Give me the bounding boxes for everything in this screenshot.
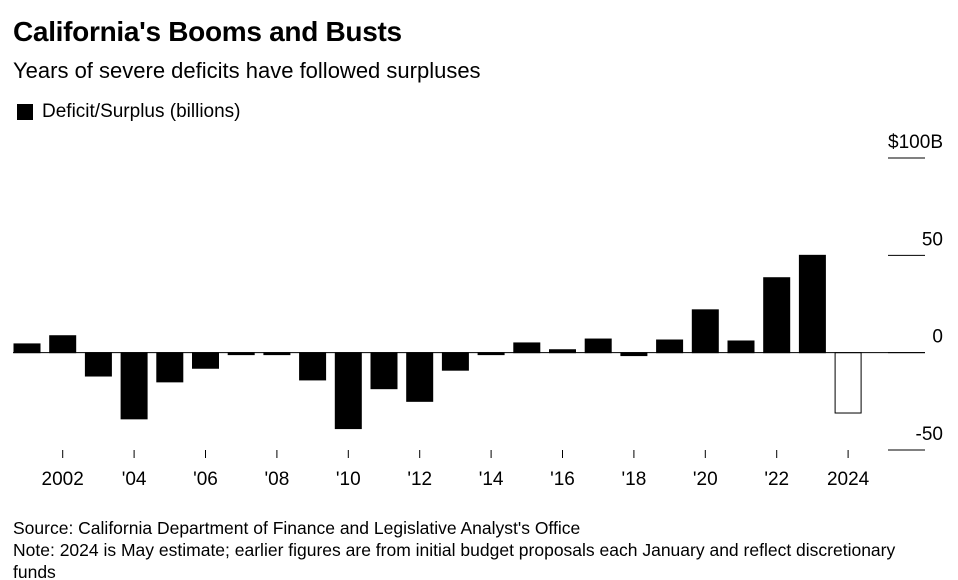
x-tick-label: 2002 bbox=[42, 469, 84, 490]
legend-label: Deficit/Surplus (billions) bbox=[42, 101, 241, 122]
x-tick-label: '10 bbox=[336, 469, 361, 490]
bar bbox=[691, 309, 719, 354]
note: Note: 2024 is May estimate; earlier figu… bbox=[13, 540, 896, 580]
x-tick-label: '20 bbox=[693, 469, 718, 490]
x-tick-label: '22 bbox=[764, 469, 789, 490]
y-tick-label: 0 bbox=[932, 327, 943, 348]
chart-title: California's Booms and Busts bbox=[13, 16, 402, 47]
x-tick-label: '14 bbox=[479, 469, 504, 490]
bar bbox=[834, 352, 862, 414]
y-tick-label: -50 bbox=[916, 424, 943, 445]
bar bbox=[370, 352, 398, 390]
x-tick-label: '16 bbox=[550, 469, 575, 490]
x-tick-label: '18 bbox=[622, 469, 647, 490]
bar bbox=[49, 335, 77, 354]
bar bbox=[84, 352, 112, 377]
bar bbox=[13, 343, 41, 354]
bar bbox=[120, 352, 148, 420]
x-tick-label: '12 bbox=[407, 469, 432, 490]
y-tick-label: $100B bbox=[888, 132, 943, 153]
bar bbox=[441, 352, 469, 371]
bar bbox=[763, 277, 791, 354]
bar bbox=[584, 338, 612, 354]
bar bbox=[798, 254, 826, 354]
legend-swatch bbox=[17, 104, 33, 120]
bar bbox=[513, 342, 541, 354]
bar bbox=[727, 340, 755, 354]
bar bbox=[406, 352, 434, 402]
x-tick-label: '08 bbox=[265, 469, 290, 490]
chart-subtitle: Years of severe deficits have followed s… bbox=[13, 58, 481, 83]
y-tick-label: 50 bbox=[922, 229, 943, 250]
bar bbox=[156, 352, 184, 383]
x-tick-label: '06 bbox=[193, 469, 218, 490]
bar bbox=[656, 339, 684, 354]
bar bbox=[299, 352, 327, 381]
bar bbox=[192, 352, 219, 369]
x-tick-label: '04 bbox=[122, 469, 147, 490]
bar bbox=[334, 352, 362, 430]
x-tick-label: 2024 bbox=[827, 469, 870, 490]
source: Source: California Department of Finance… bbox=[13, 518, 581, 538]
footer: Source: California Department of Finance… bbox=[13, 517, 933, 580]
legend: Deficit/Surplus (billions) bbox=[17, 101, 241, 123]
